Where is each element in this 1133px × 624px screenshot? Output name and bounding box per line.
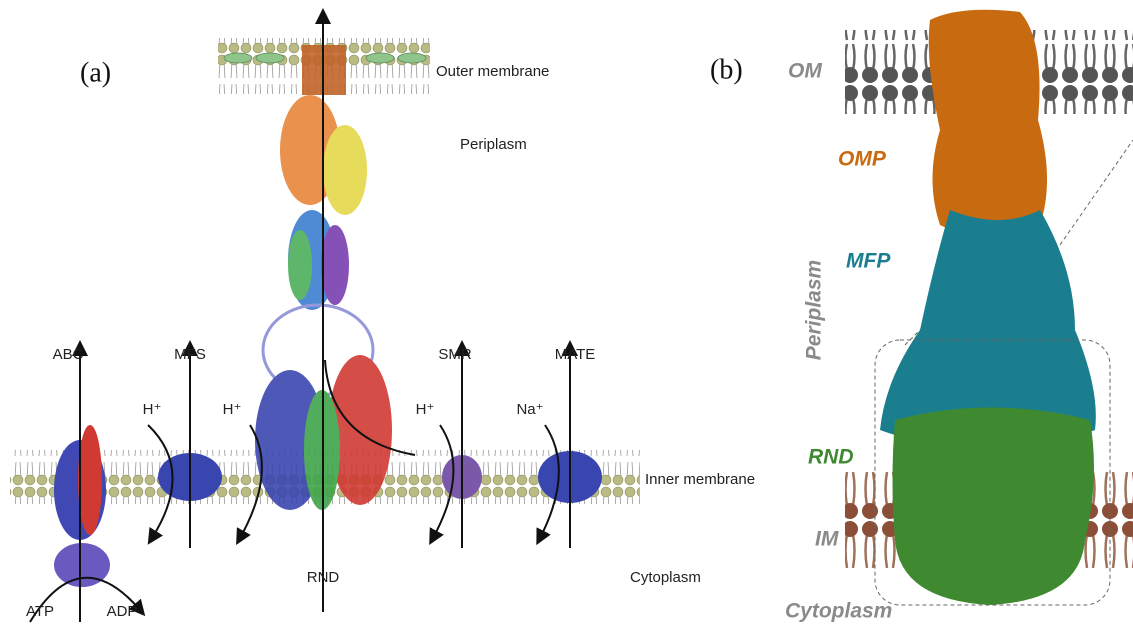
label: SMR	[438, 346, 472, 363]
label: Periplasm	[803, 260, 826, 360]
label: Periplasm	[460, 136, 527, 153]
outer-membrane-proteins	[223, 52, 427, 64]
label: RND	[808, 446, 854, 469]
ion-label: H⁺	[223, 401, 242, 418]
arrows	[29, 8, 578, 623]
label: RND	[307, 569, 340, 586]
label: Cytoplasm	[630, 569, 701, 586]
label: Cytoplasm	[785, 600, 892, 623]
ion-label: H⁺	[416, 401, 435, 418]
panel-label: (b)	[710, 54, 743, 85]
label: ADP	[107, 603, 138, 620]
label: ATP	[26, 603, 54, 620]
zoom-line	[1059, 139, 1133, 246]
ion-label: H⁺	[143, 401, 162, 418]
panel-a: (a) Outer membrane Periplasm ABC MFS SMR…	[10, 8, 755, 623]
ion-label: Na⁺	[516, 401, 543, 418]
panel-b: (b) OM OMP MFP Periplasm RND IM Cytoplas…	[710, 9, 1133, 623]
mfp	[880, 210, 1096, 450]
label: MATE	[555, 346, 596, 363]
zoom-box	[874, 339, 1111, 606]
omp	[928, 9, 1048, 238]
rnd-complex	[255, 45, 392, 510]
rnd-protein	[892, 407, 1094, 605]
label: IM	[815, 528, 839, 551]
label: OMP	[838, 148, 887, 171]
label: MFP	[846, 250, 891, 273]
label: Outer membrane	[436, 63, 549, 80]
label: Inner membrane	[645, 471, 755, 488]
label: OM	[788, 60, 822, 83]
label: MFS	[174, 346, 206, 363]
panel-label: (a)	[80, 57, 111, 88]
label: ABC	[53, 346, 84, 363]
